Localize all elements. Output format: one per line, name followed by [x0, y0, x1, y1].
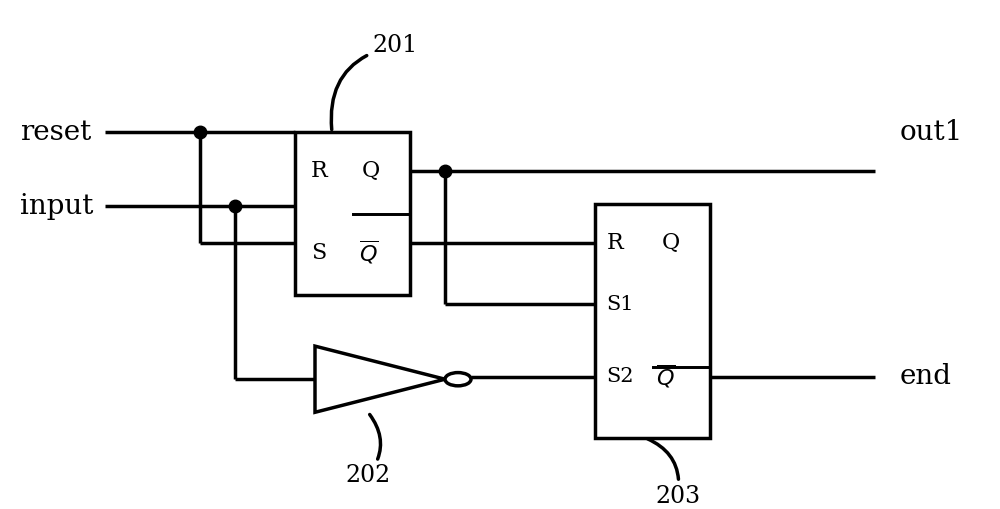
Text: reset: reset [20, 119, 91, 146]
Text: end: end [900, 363, 952, 390]
Text: S1: S1 [606, 295, 634, 314]
Text: Q: Q [662, 233, 680, 254]
Text: R: R [311, 160, 328, 182]
Text: 201: 201 [331, 34, 417, 130]
Text: S: S [311, 242, 326, 264]
Text: 202: 202 [345, 414, 390, 488]
Text: input: input [20, 192, 93, 220]
Text: 203: 203 [648, 439, 700, 508]
Text: $\overline{Q}$: $\overline{Q}$ [656, 363, 675, 390]
FancyBboxPatch shape [595, 204, 710, 438]
Text: S2: S2 [606, 367, 634, 386]
Text: $\overline{Q}$: $\overline{Q}$ [359, 239, 379, 267]
Text: Q: Q [362, 160, 380, 182]
Text: out1: out1 [900, 119, 963, 146]
Text: R: R [606, 233, 623, 254]
FancyBboxPatch shape [295, 132, 410, 295]
